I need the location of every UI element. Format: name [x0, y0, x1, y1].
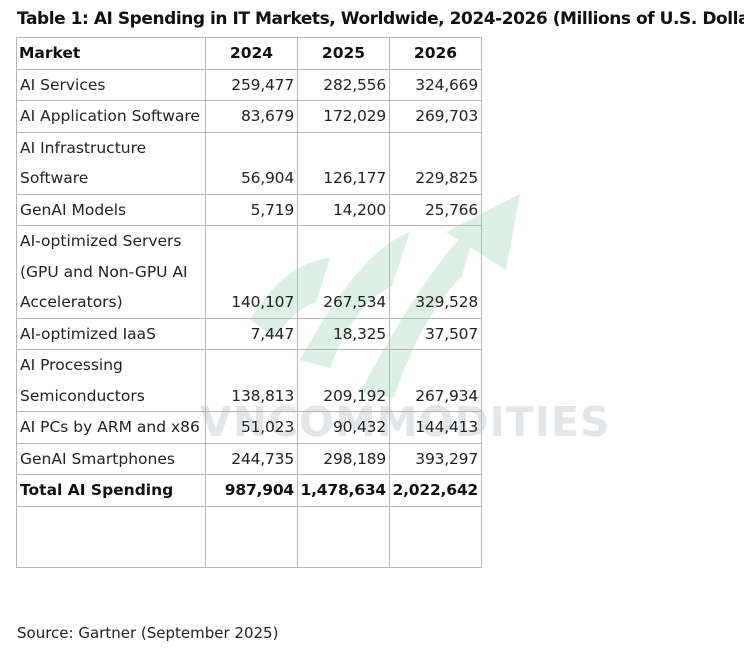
table-row: GenAI Smartphones 244,735 298,189 393,29… [16, 442, 482, 475]
value-2024-cell: 138,813 [205, 349, 298, 412]
table-row: AI PCs by ARM and x86 51,023 90,432 144,… [16, 411, 482, 444]
table-header-row: Market 2024 2025 2026 [16, 37, 482, 70]
empty-cell [389, 505, 482, 568]
value-2025-cell: 126,177 [297, 131, 390, 195]
header-2025: 2025 [297, 37, 390, 70]
value-2024-cell: 5,719 [205, 193, 298, 226]
value-2025-cell: 209,192 [297, 349, 390, 412]
table-row: AI Application Software 83,679 172,029 2… [16, 100, 482, 133]
value-2025-cell: 18,325 [297, 317, 390, 350]
value-2026-cell: 144,413 [389, 411, 482, 444]
market-cell: GenAI Models [16, 193, 206, 226]
table-row: AI-optimized IaaS 7,447 18,325 37,507 [16, 317, 482, 350]
table-row: AI Infrastructure Software 56,904 126,17… [16, 131, 482, 195]
total-2025-cell: 1,478,634 [297, 474, 390, 507]
value-2024-cell: 83,679 [205, 100, 298, 133]
value-2024-cell: 51,023 [205, 411, 298, 444]
value-2024-cell: 244,735 [205, 442, 298, 475]
header-market: Market [16, 37, 206, 70]
table-row: GenAI Models 5,719 14,200 25,766 [16, 193, 482, 226]
header-2026: 2026 [389, 37, 482, 70]
market-cell: AI Application Software [16, 100, 206, 133]
value-2026-cell: 267,934 [389, 349, 482, 412]
table-row: AI-optimized Servers (GPU and Non-GPU AI… [16, 225, 482, 319]
value-2025-cell: 267,534 [297, 225, 390, 319]
empty-cell [16, 505, 206, 568]
total-2024-cell: 987,904 [205, 474, 298, 507]
empty-cell [205, 505, 298, 568]
value-2026-cell: 324,669 [389, 68, 482, 101]
market-cell: AI Services [16, 68, 206, 101]
spending-table: Market 2024 2025 2026 AI Services 259,47… [16, 37, 482, 568]
value-2026-cell: 393,297 [389, 442, 482, 475]
value-2026-cell: 269,703 [389, 100, 482, 133]
value-2025-cell: 14,200 [297, 193, 390, 226]
market-cell: AI-optimized Servers (GPU and Non-GPU AI… [16, 225, 206, 319]
empty-row [16, 505, 482, 568]
value-2026-cell: 229,825 [389, 131, 482, 195]
table-row: AI Services 259,477 282,556 324,669 [16, 68, 482, 101]
value-2024-cell: 140,107 [205, 225, 298, 319]
value-2025-cell: 90,432 [297, 411, 390, 444]
value-2024-cell: 259,477 [205, 68, 298, 101]
market-cell: AI PCs by ARM and x86 [16, 411, 206, 444]
value-2024-cell: 7,447 [205, 317, 298, 350]
value-2024-cell: 56,904 [205, 131, 298, 195]
market-cell: AI Infrastructure Software [16, 131, 206, 195]
value-2026-cell: 37,507 [389, 317, 482, 350]
total-2026-cell: 2,022,642 [389, 474, 482, 507]
market-cell: GenAI Smartphones [16, 442, 206, 475]
total-label: Total AI Spending [16, 474, 206, 507]
value-2026-cell: 25,766 [389, 193, 482, 226]
total-row: Total AI Spending 987,904 1,478,634 2,02… [16, 474, 482, 507]
header-2024: 2024 [205, 37, 298, 70]
value-2026-cell: 329,528 [389, 225, 482, 319]
value-2025-cell: 298,189 [297, 442, 390, 475]
table-row: AI Processing Semiconductors 138,813 209… [16, 349, 482, 412]
value-2025-cell: 172,029 [297, 100, 390, 133]
source-note: Source: Gartner (September 2025) [17, 624, 279, 642]
value-2025-cell: 282,556 [297, 68, 390, 101]
empty-cell [297, 505, 390, 568]
market-cell: AI-optimized IaaS [16, 317, 206, 350]
table-title: Table 1: AI Spending in IT Markets, Worl… [17, 9, 744, 29]
market-cell: AI Processing Semiconductors [16, 349, 206, 412]
